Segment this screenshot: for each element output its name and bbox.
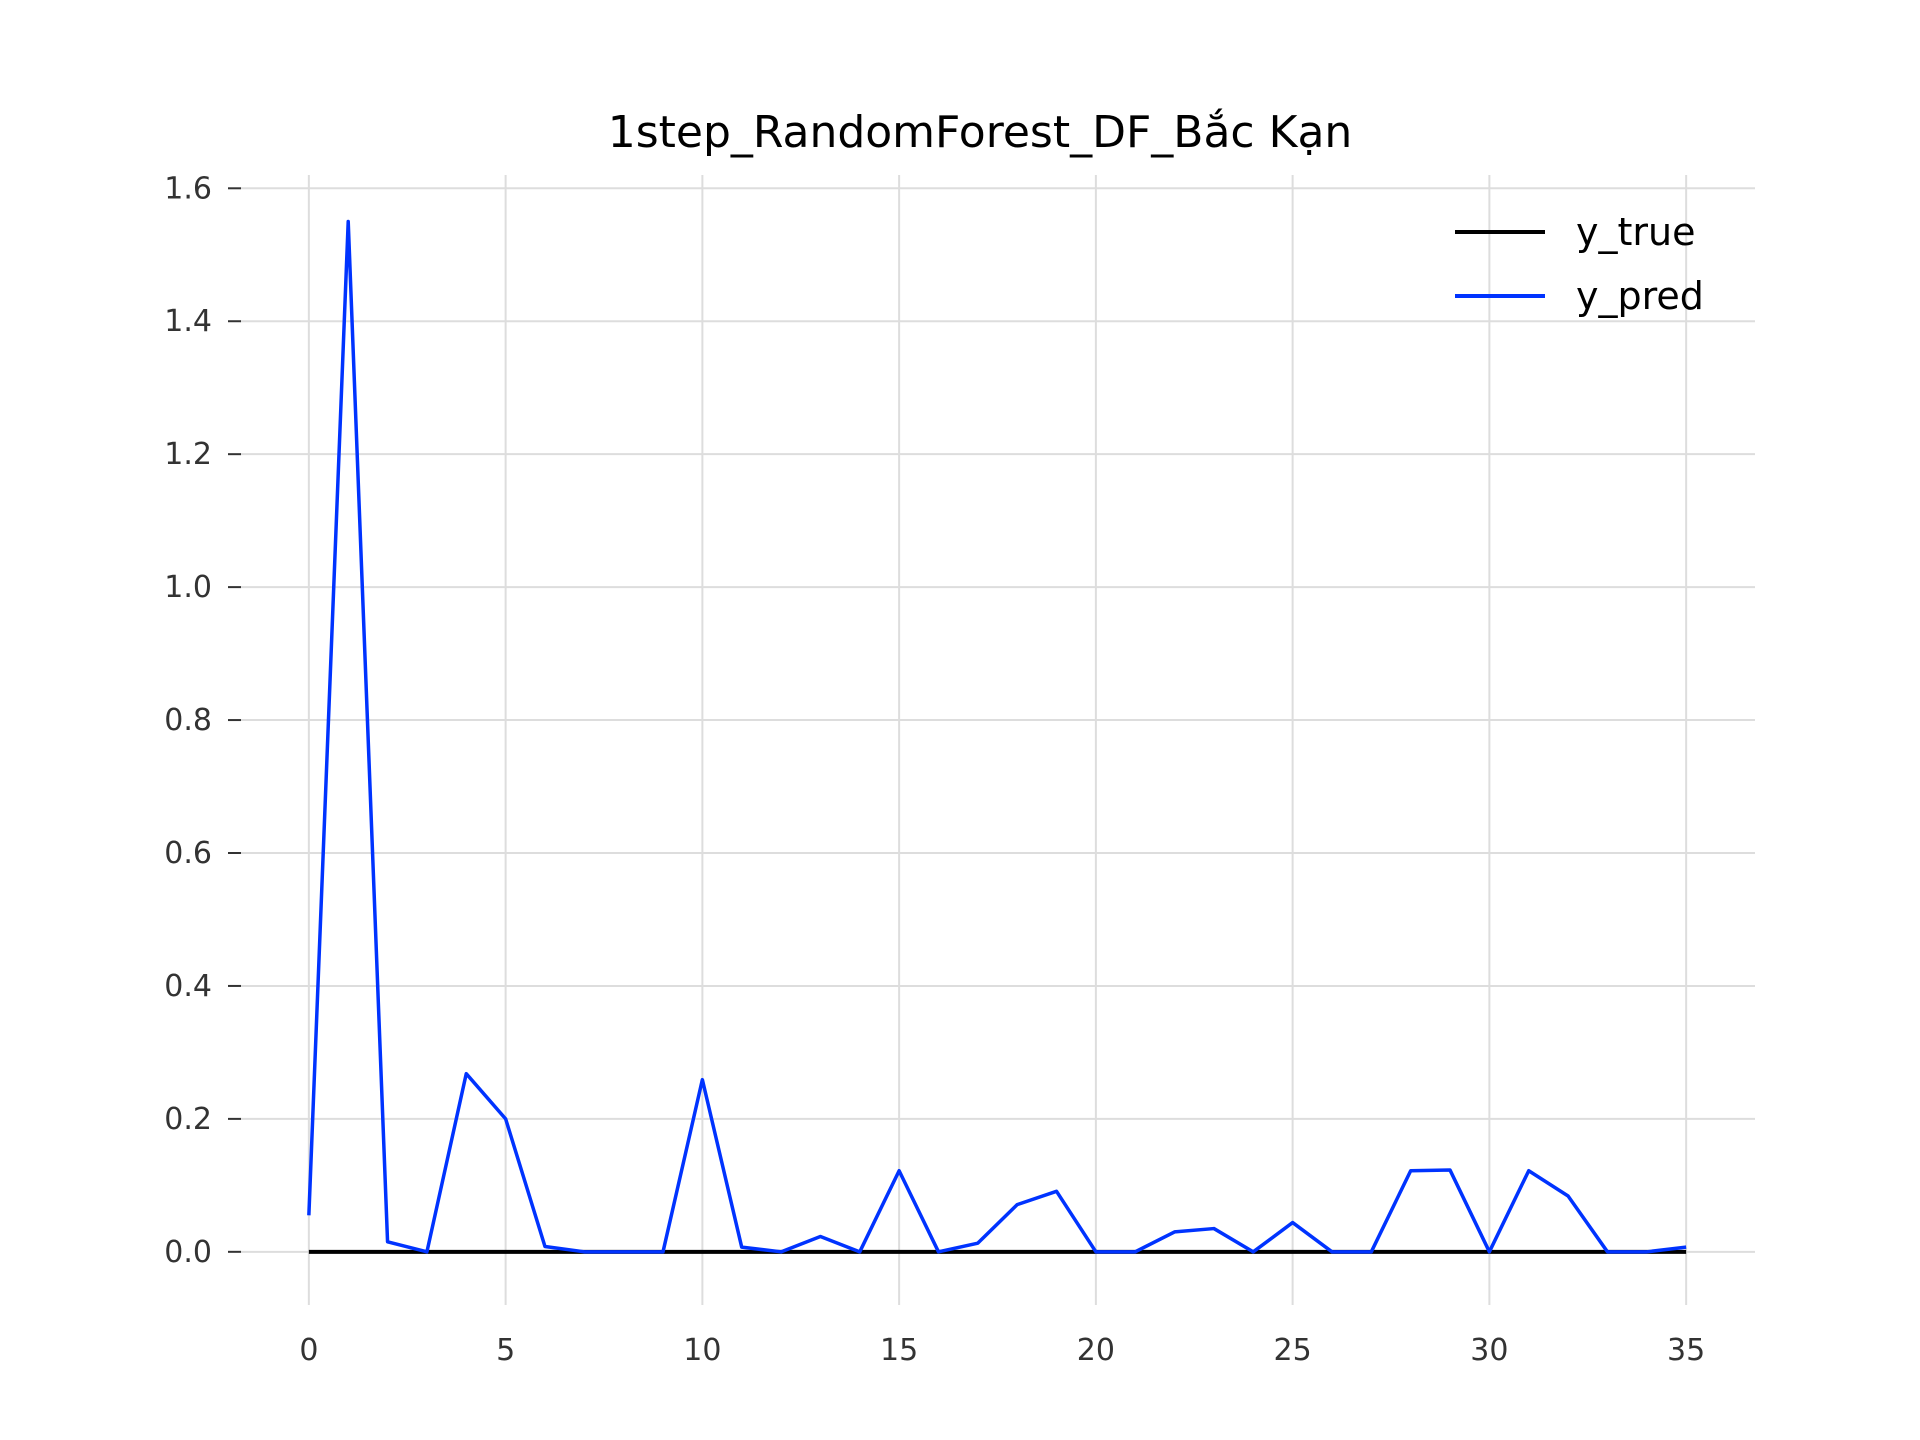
grid-layer [240, 175, 1755, 1305]
y-tick-label: 1.2 [164, 437, 212, 472]
x-tick-label: 20 [1077, 1333, 1115, 1368]
y-tick-label: 1.6 [164, 171, 212, 206]
legend-label-y-true: y_true [1576, 210, 1695, 254]
x-tick-label: 35 [1667, 1333, 1705, 1368]
x-tick-label: 10 [683, 1333, 721, 1368]
legend-label-y-pred: y_pred [1576, 274, 1704, 318]
series-layer [307, 219, 1687, 1254]
y-tick-label: 0.4 [164, 969, 212, 1004]
x-tick-label: 0 [299, 1333, 318, 1368]
legend: y_true y_pred [1455, 210, 1704, 318]
x-tick-label: 15 [880, 1333, 918, 1368]
x-tick-label: 30 [1470, 1333, 1508, 1368]
y-tick-label: 1.4 [164, 304, 212, 339]
x-tick-label: 25 [1274, 1333, 1312, 1368]
y-tick-label: 0.8 [164, 703, 212, 738]
y-tick-label: 1.0 [164, 570, 212, 605]
y-tick-label: 0.2 [164, 1102, 212, 1137]
x-tick-label: 5 [496, 1333, 515, 1368]
ticks-layer: 0 5 10 15 20 25 30 35 0.0 0.2 0.4 0.6 0.8 1.0 1.2 1.4 1.… [164, 171, 1705, 1368]
series-line-y-pred [307, 219, 1687, 1254]
chart-title: 1step_RandomForest_DF_Bắc Kạn [608, 107, 1353, 158]
y-tick-label: 0.0 [164, 1235, 212, 1270]
y-tick-label: 0.6 [164, 836, 212, 871]
